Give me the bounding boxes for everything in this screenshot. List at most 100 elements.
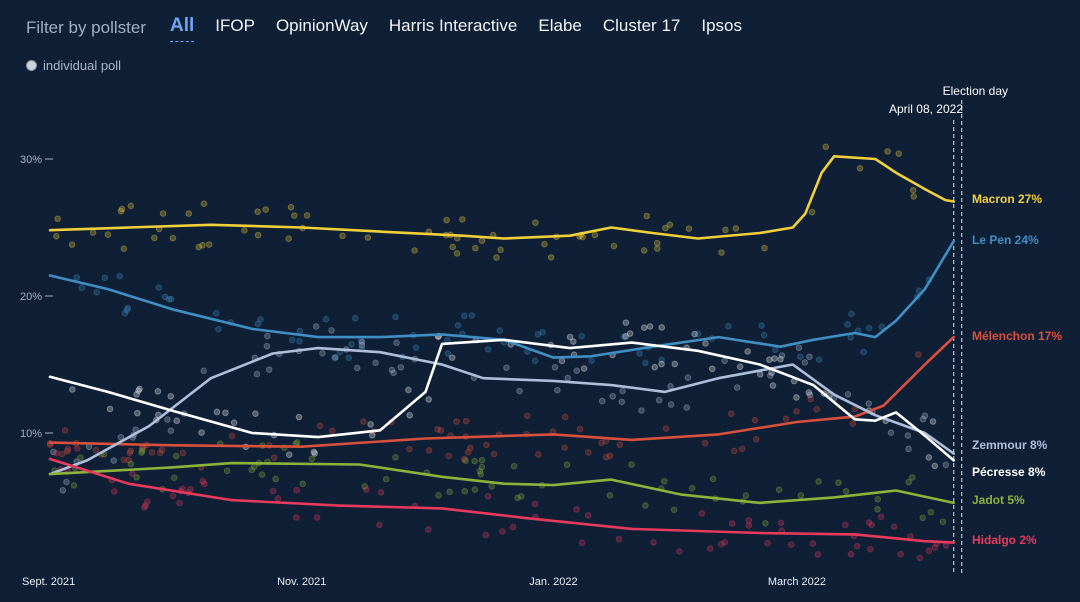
poll-dot: [588, 357, 595, 365]
poll-dot: [368, 432, 376, 439]
poll-dot: [718, 249, 725, 256]
poll-dot: [653, 239, 661, 247]
poll-dot: [584, 512, 592, 519]
poll-dot: [618, 398, 626, 406]
poll-dot: [551, 363, 559, 371]
poll-dot: [212, 309, 220, 317]
poll-dot: [69, 386, 76, 393]
poll-dot: [910, 193, 918, 200]
poll-dot: [106, 405, 114, 413]
poll-dot: [658, 360, 665, 368]
y-tick-label: 30%: [20, 154, 42, 166]
poll-dot: [616, 441, 624, 448]
poll-dot: [459, 216, 466, 223]
poll-dot: [939, 518, 947, 526]
poll-dot: [461, 487, 469, 495]
poll-dot: [73, 274, 80, 281]
poll-dot: [758, 322, 765, 329]
poll-dot: [158, 446, 166, 454]
filter-label: Filter by pollster: [26, 18, 146, 37]
series-line-jadot: [48, 461, 955, 505]
poll-dot: [435, 491, 442, 499]
poll-dot: [136, 385, 143, 393]
poll-dot: [709, 475, 717, 483]
poll-dot: [797, 353, 804, 360]
poll-dot: [64, 448, 71, 455]
poll-dot: [390, 369, 397, 377]
poll-dot: [670, 506, 678, 514]
poll-dot: [655, 396, 663, 404]
poll-dot: [151, 234, 158, 242]
poll-dot: [483, 441, 490, 449]
tab-elabe[interactable]: Elabe: [538, 16, 582, 35]
poll-dot: [167, 427, 175, 434]
tab-ifop[interactable]: IFOP: [215, 16, 255, 35]
poll-dot: [159, 210, 167, 217]
poll-dot: [809, 540, 817, 547]
poll-dot: [517, 492, 525, 500]
poll-dot: [752, 435, 760, 443]
tab-cluster-17[interactable]: Cluster 17: [602, 16, 681, 35]
poll-dot: [449, 243, 457, 251]
poll-dot: [339, 232, 346, 240]
poll-dot: [806, 353, 813, 361]
poll-dot: [258, 471, 266, 478]
poll-dot: [74, 445, 81, 452]
poll-dot: [698, 509, 706, 517]
poll-dot: [807, 395, 814, 403]
poll-dot: [200, 367, 207, 375]
poll-dot: [516, 387, 523, 395]
tab-ipsos[interactable]: Ipsos: [701, 16, 742, 35]
poll-dot: [405, 386, 412, 394]
poll-dot: [142, 502, 149, 509]
poll-dot: [778, 352, 786, 359]
poll-dot: [63, 478, 70, 486]
poll-dot: [133, 473, 140, 481]
tab-all[interactable]: All: [169, 15, 195, 42]
tab-harris-interactive[interactable]: Harris Interactive: [388, 16, 518, 35]
poll-dot: [622, 333, 629, 340]
series-line-zemmour: [48, 346, 955, 476]
poll-dot: [111, 488, 118, 495]
poll-dot: [462, 417, 470, 425]
poll-dot: [70, 482, 78, 489]
poll-dot: [738, 445, 746, 453]
series-label-jadot: Jadot 5%: [972, 493, 1025, 507]
poll-dot: [878, 323, 885, 331]
poll-dot: [213, 408, 221, 416]
poll-dot: [296, 337, 303, 345]
poll-dot: [311, 450, 319, 457]
poll-dot: [288, 336, 296, 344]
poll-dot: [584, 449, 592, 456]
poll-dot: [117, 433, 125, 441]
poll-dot: [468, 312, 476, 319]
poll-dot: [490, 450, 498, 458]
y-tick-label: 20%: [20, 291, 42, 303]
x-tick-label: March 2022: [768, 576, 826, 588]
poll-dot: [205, 241, 213, 248]
poll-dot: [927, 508, 935, 516]
poll-dot: [448, 354, 456, 361]
poll-dot: [661, 477, 668, 485]
poll-dot: [847, 550, 855, 558]
poll-dot: [751, 416, 759, 424]
poll-dot: [285, 451, 293, 458]
poll-dot: [228, 432, 236, 440]
poll-dot: [382, 475, 390, 483]
poll-dot: [651, 363, 659, 371]
poll-dot: [265, 366, 273, 373]
poll-dot: [772, 346, 779, 354]
tab-opinionway[interactable]: OpinionWay: [275, 16, 368, 35]
poll-dot: [471, 486, 479, 493]
poll-dot: [921, 412, 929, 420]
poll-dot: [856, 165, 864, 172]
poll-dot: [532, 219, 539, 226]
poll-dot: [185, 210, 193, 217]
poll-dot: [124, 304, 132, 312]
poll-dot: [547, 254, 555, 261]
poll-dot: [254, 208, 262, 215]
poll-dot: [610, 242, 618, 250]
poll-dot: [847, 334, 854, 341]
poll-dot: [120, 456, 128, 464]
poll-dot: [908, 474, 916, 481]
